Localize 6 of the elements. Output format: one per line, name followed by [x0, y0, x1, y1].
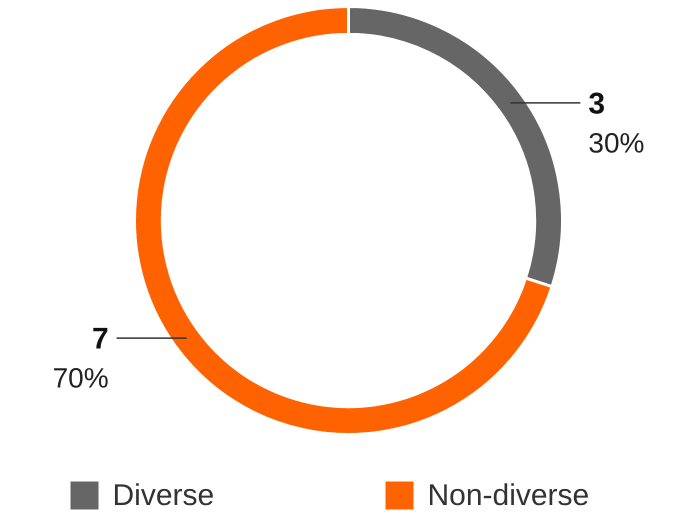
legend-label: Non-diverse: [428, 479, 590, 512]
legend-label: Diverse: [112, 479, 214, 512]
data-label: 70%: [52, 362, 109, 394]
text: 7: [92, 322, 109, 356]
text: 3: [588, 87, 606, 120]
data-label: 30%: [588, 127, 644, 158]
